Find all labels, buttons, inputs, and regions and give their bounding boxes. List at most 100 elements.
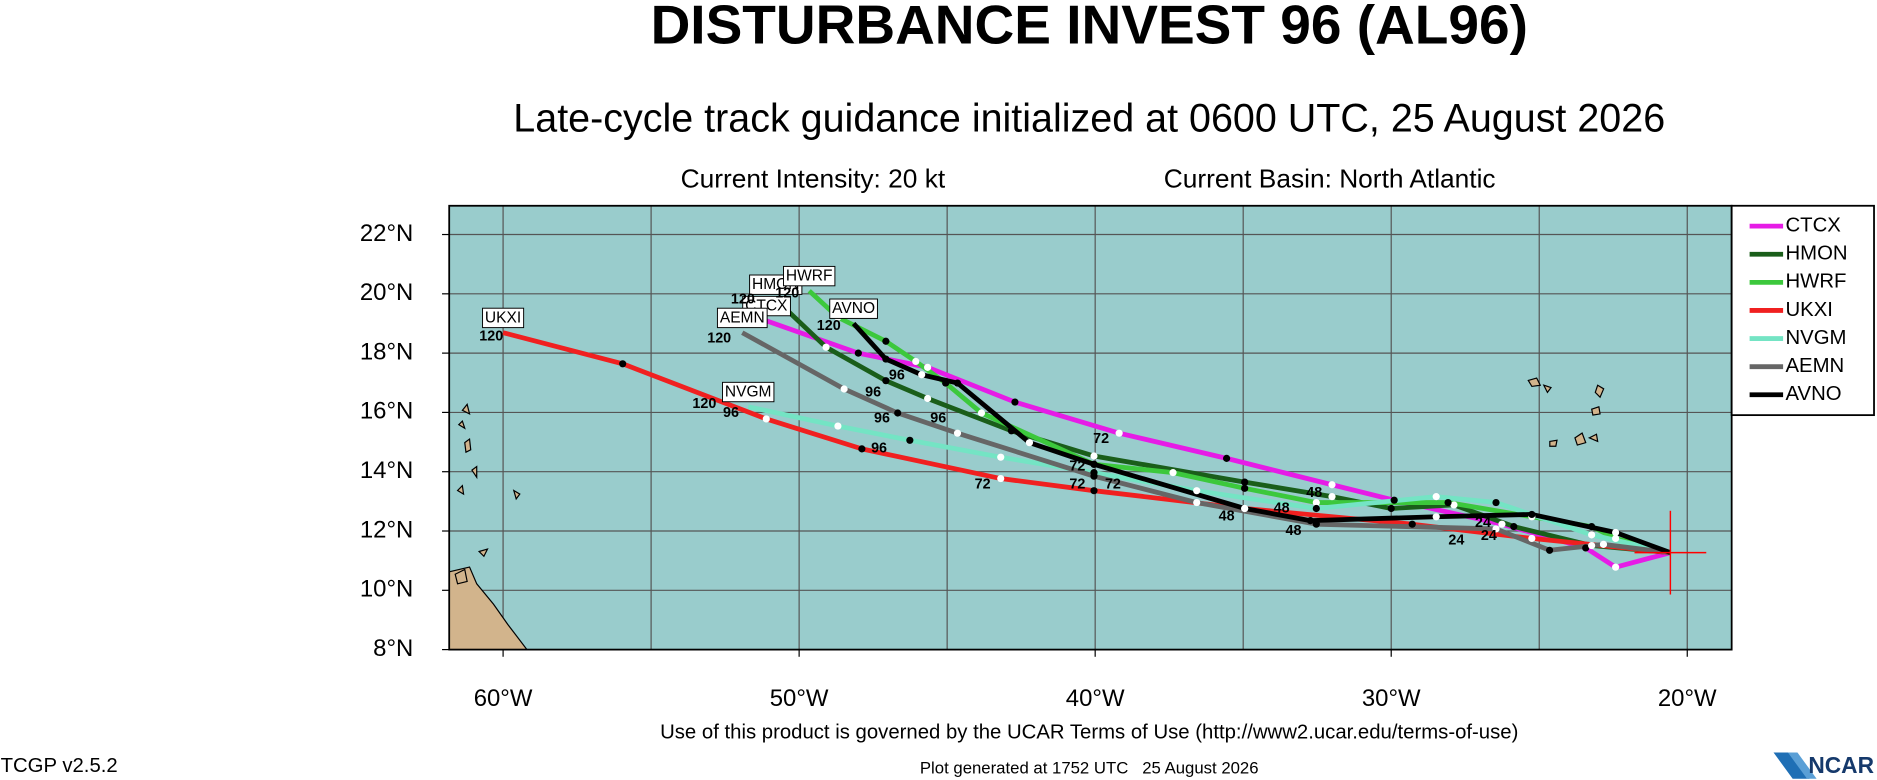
- island: [457, 419, 466, 430]
- island: [1542, 384, 1552, 394]
- chart-subtitle: Late-cycle track guidance initialized at…: [513, 96, 1665, 140]
- model-tag-text: AVNO: [832, 300, 875, 317]
- track-point: [1312, 498, 1320, 507]
- track-line: [502, 330, 1671, 556]
- track-point: [1241, 504, 1249, 513]
- model-tag: AEMN: [716, 307, 768, 329]
- track-point: [1612, 528, 1620, 537]
- track-point: [1599, 540, 1608, 548]
- x-tick-label: 50°W: [770, 685, 829, 712]
- track-point: [1193, 498, 1201, 507]
- x-tick-label: 30°W: [1362, 685, 1421, 712]
- island: [454, 568, 468, 585]
- legend-label: HMON: [1785, 243, 1847, 265]
- terms: Use of this product is governed by the U…: [660, 722, 1518, 744]
- logo-text: NCAR: [1808, 752, 1874, 778]
- hour-label: 96: [874, 411, 890, 427]
- legend-label: AEMN: [1785, 355, 1844, 377]
- track-point: [1390, 496, 1398, 504]
- model-tag-text: HWRF: [786, 268, 833, 285]
- legend-label: NVGM: [1785, 327, 1846, 349]
- y-tick-label: 16°N: [360, 398, 413, 425]
- track-point: [1115, 429, 1123, 437]
- track-point: [762, 415, 770, 423]
- info-intensity: Current Intensity: 20 kt: [681, 164, 946, 194]
- island: [477, 548, 489, 558]
- hour-label: 48: [1286, 523, 1302, 539]
- model-tag-box: [716, 307, 768, 329]
- track-point: [1492, 525, 1500, 533]
- track-point: [1432, 513, 1440, 521]
- legend-label: CTCX: [1785, 214, 1841, 236]
- track-point: [953, 379, 962, 387]
- hour-label: 72: [1105, 477, 1121, 493]
- model-tag-box: [783, 265, 836, 287]
- island: [1591, 405, 1601, 416]
- y-tick-label: 8°N: [373, 635, 413, 662]
- hour-label: 72: [1093, 431, 1109, 447]
- island: [461, 403, 471, 416]
- track-point: [1241, 478, 1249, 486]
- model-tag-text: UKXI: [485, 309, 521, 326]
- island: [1587, 433, 1599, 443]
- track-point: [1546, 546, 1554, 554]
- y-tick-label: 10°N: [360, 576, 413, 603]
- x-tick-label: 60°W: [474, 685, 533, 712]
- legend-label: HWRF: [1785, 271, 1846, 293]
- track-point: [918, 371, 926, 379]
- track-point: [882, 337, 890, 345]
- hour-label: 24: [1475, 515, 1491, 531]
- model-tag-box: [482, 307, 525, 329]
- logo-mark: [1787, 752, 1817, 779]
- track-point: [1328, 493, 1336, 501]
- hour-label: 48: [1306, 485, 1322, 501]
- track-point: [882, 377, 890, 385]
- hour-label: 96: [865, 384, 881, 400]
- model-tag-text: AEMN: [720, 309, 765, 326]
- track-point: [1612, 563, 1620, 571]
- track-point: [912, 357, 920, 366]
- track-point: [1025, 439, 1034, 447]
- track-point: [1408, 520, 1416, 528]
- track-point: [854, 349, 862, 357]
- hour-label: 72: [1069, 477, 1085, 493]
- track-point: [858, 445, 866, 453]
- logo-mark: [1773, 752, 1810, 779]
- hour-label: 96: [871, 441, 887, 457]
- y-tick-label: 22°N: [360, 220, 413, 247]
- chart-title: DISTURBANCE INVEST 96 (AL96): [651, 0, 1528, 55]
- info-basin: Current Basin: North Atlantic: [1164, 164, 1496, 194]
- track-point: [1528, 510, 1536, 518]
- track-point: [1582, 544, 1590, 552]
- island: [1527, 377, 1542, 388]
- track-point: [1328, 481, 1336, 489]
- ncar-logo: NCAR: [1773, 752, 1874, 779]
- track-point: [1528, 534, 1536, 543]
- track-point: [924, 394, 932, 403]
- plot-frame: [448, 204, 1733, 651]
- hour-label: 24: [1481, 528, 1497, 544]
- hour-label: 72: [1069, 458, 1085, 474]
- hour-label: 96: [723, 405, 739, 421]
- island: [456, 484, 465, 496]
- track-point: [942, 379, 950, 387]
- hour-label: 96: [889, 368, 905, 384]
- model-tag-text: NVGM: [725, 384, 772, 401]
- legend-label: UKXI: [1785, 299, 1832, 321]
- track-point: [1588, 531, 1596, 539]
- track-point: [840, 385, 848, 393]
- model-tag-box: [829, 298, 878, 319]
- track-point: [1432, 493, 1440, 501]
- track-point: [1498, 520, 1506, 528]
- model-tag: HWRF: [783, 265, 836, 287]
- hour-label: 120: [707, 331, 731, 347]
- track-point: [1007, 427, 1015, 435]
- island: [471, 465, 478, 480]
- track-point: [1312, 504, 1320, 513]
- track-point: [1387, 504, 1395, 513]
- model-tag: UKXI: [482, 307, 525, 329]
- track-point: [1011, 398, 1019, 406]
- island: [464, 437, 472, 454]
- island: [512, 489, 521, 501]
